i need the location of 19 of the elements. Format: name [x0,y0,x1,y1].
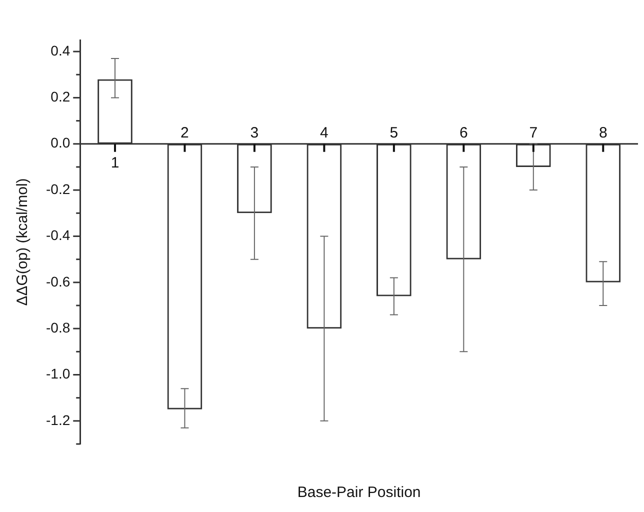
x-tick-label: 1 [110,154,120,172]
y-tick-label: -1.2 [46,412,70,428]
y-tick-label: -0.2 [46,180,70,197]
y-tick-label: -0.8 [46,319,70,336]
x-tick-label: 6 [459,124,468,142]
x-tick-label: 7 [529,124,538,142]
y-tick-label: -1.0 [46,366,70,382]
y-axis-title: ΔΔG(op) (kcal/mol) [14,178,32,306]
x-tick-label: 3 [250,124,259,142]
x-tick-label: 4 [320,124,328,142]
x-tick-label: 5 [390,124,398,142]
x-tick-label: 8 [598,124,608,142]
x-tick-label: 2 [180,124,189,142]
y-tick-label: -0.4 [46,227,70,244]
y-tick-label: -0.6 [46,273,70,290]
y-tick-label: 0.0 [50,134,70,151]
x-axis-title: Base-Pair Position [297,484,421,502]
y-tick-label: 0.2 [50,88,70,105]
y-tick-label: 0.4 [50,42,70,58]
